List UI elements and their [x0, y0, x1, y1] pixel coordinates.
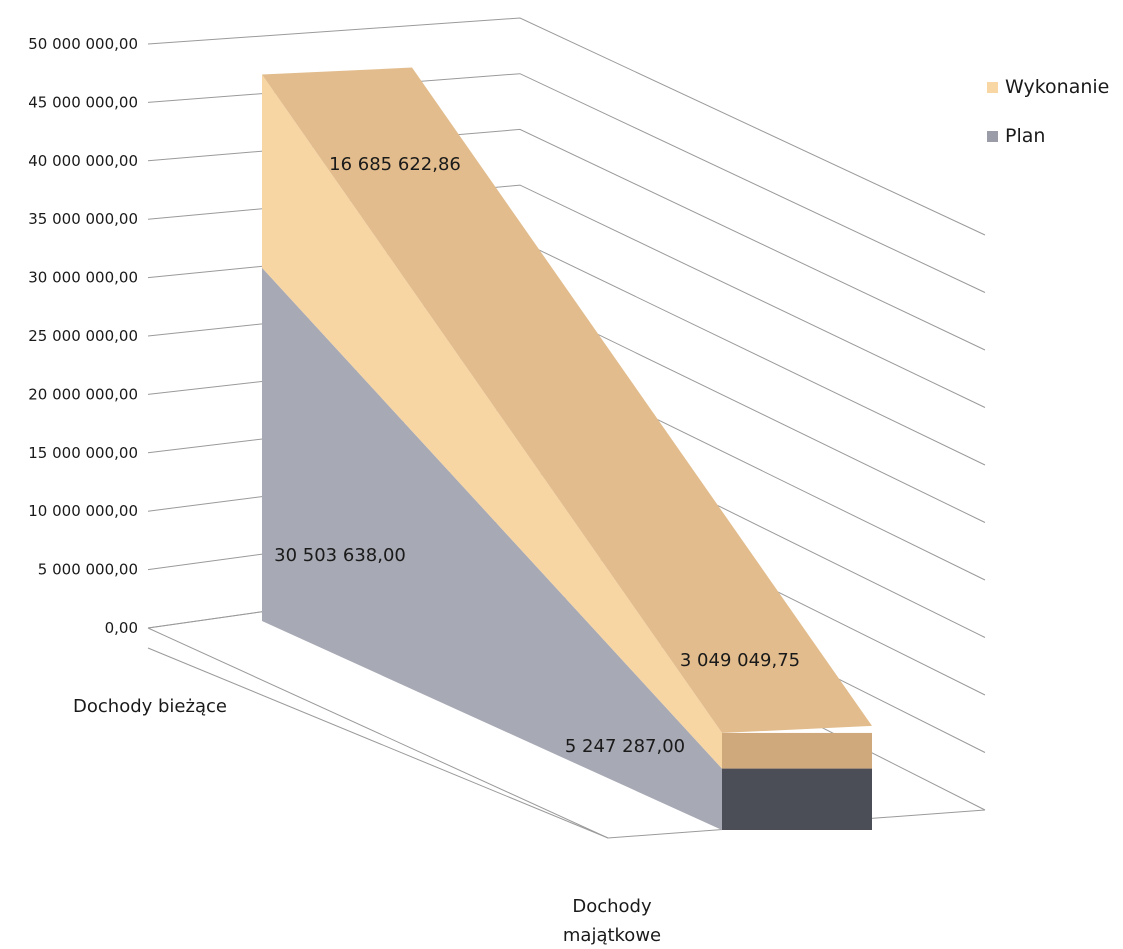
legend-label: Wykonanie	[1005, 76, 1109, 98]
y-tick-label: 15 000 000,00	[28, 444, 138, 462]
y-axis-ticks: 0,00 5 000 000,00 10 000 000,00 15 000 000,…	[28, 35, 138, 637]
data-labels: 16 685 622,86 30 503 638,00 3 049 049,75 5 …	[274, 154, 800, 757]
data-label: 30 503 638,00	[274, 545, 406, 566]
category-label: Dochody bieżące	[73, 696, 227, 717]
y-tick-label: 30 000 000,00	[28, 269, 138, 287]
legend: Wykonanie Plan	[987, 76, 1109, 147]
y-tick-label: 25 000 000,00	[28, 327, 138, 345]
category-label: majątkowe	[563, 925, 661, 946]
y-tick-label: 35 000 000,00	[28, 210, 138, 228]
y-tick-label: 20 000 000,00	[28, 385, 138, 403]
legend-swatch	[987, 82, 998, 93]
legend-swatch	[987, 131, 998, 142]
plot-areas	[262, 67, 872, 830]
floor-front-edge	[147, 647, 609, 839]
category-label: Dochody	[572, 896, 652, 917]
legend-label: Plan	[1005, 125, 1045, 147]
series-wykonanie-end	[722, 732, 872, 769]
series-wykonanie-face	[262, 74, 722, 769]
data-label: 3 049 049,75	[680, 650, 800, 671]
y-tick-label: 45 000 000,00	[28, 93, 138, 111]
data-label: 5 247 287,00	[565, 736, 685, 757]
y-tick-label: 0,00	[105, 619, 138, 637]
y-tick-label: 5 000 000,00	[38, 561, 138, 579]
data-label: 16 685 622,86	[329, 154, 461, 175]
y-tick-label: 40 000 000,00	[28, 152, 138, 170]
y-tick-label: 50 000 000,00	[28, 35, 138, 53]
series-plan-face	[262, 267, 722, 830]
series-plan-end	[722, 768, 872, 830]
category-labels: Dochody bieżące Dochody majątkowe	[73, 696, 661, 946]
y-tick-label: 10 000 000,00	[28, 502, 138, 520]
series-wykonanie-top	[262, 67, 872, 733]
gridline	[147, 17, 986, 236]
